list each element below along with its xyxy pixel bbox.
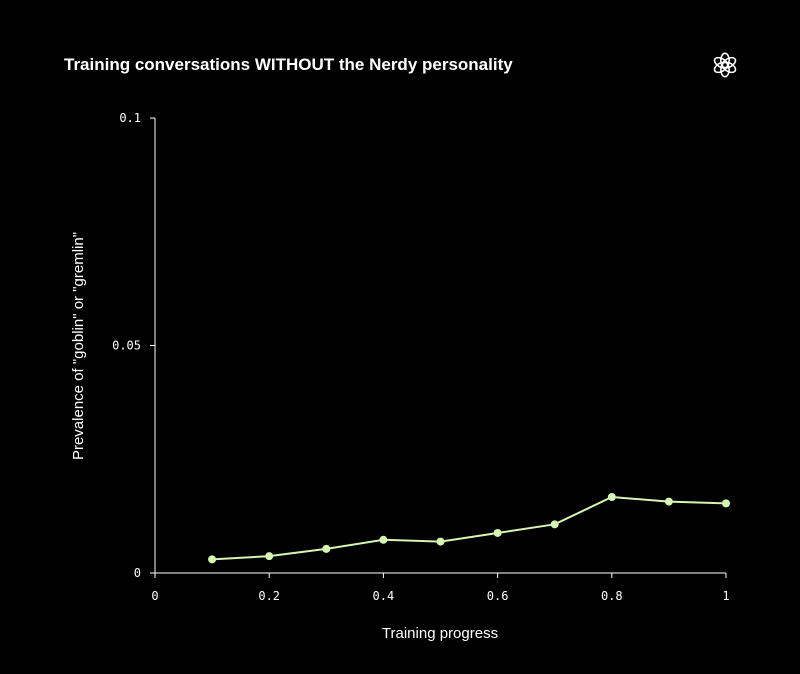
data-point [379,535,388,544]
data-point [208,555,217,564]
series-line [212,495,727,561]
data-point [322,544,331,553]
data-point [722,499,730,508]
data-point [493,528,502,537]
y-axis-label: Prevalence of "goblin" or "gremlin" [70,232,87,460]
data-point [550,520,559,529]
y-tick-label: 0.05 [112,339,141,353]
data-point [607,493,616,502]
y-tick-label: 0.1 [119,111,141,125]
x-tick-label: 1 [722,589,729,603]
series-layer [208,493,730,564]
openai-logo-icon [713,52,737,78]
x-axis-ticks: 0 0.2 0.4 0.6 0.8 1 [151,573,730,603]
y-axis-ticks: 0 0.05 0.1 [112,111,155,580]
y-tick-label: 0 [134,566,141,580]
x-tick-label: 0.4 [373,589,395,603]
chart-title: Training conversations WITHOUT the Nerdy… [64,55,513,74]
x-tick-label: 0.6 [487,589,509,603]
x-tick-label: 0.2 [258,589,280,603]
data-point [265,552,274,561]
data-point [664,497,673,506]
data-point [436,537,445,546]
x-tick-label: 0.8 [601,589,623,603]
x-axis-label: Training progress [382,625,498,642]
x-tick-label: 0 [151,589,158,603]
